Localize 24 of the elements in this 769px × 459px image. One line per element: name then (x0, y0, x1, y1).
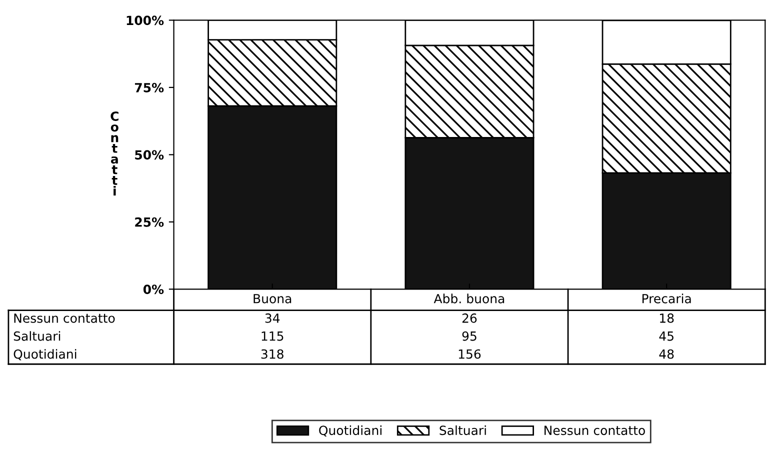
y-tick-label: 0% (143, 284, 164, 294)
y-tick-label: 75% (134, 82, 164, 92)
y-axis-title: Contatti (110, 112, 118, 196)
text: 156 (458, 349, 481, 359)
text: Nessun contatto (14, 314, 115, 323)
legend-label: Saltuari (440, 425, 486, 436)
text: 48 (659, 349, 674, 359)
text: 45 (659, 332, 674, 341)
text: 95 (462, 331, 476, 341)
x-tick-label: Precaria (642, 294, 691, 304)
legend-label: Nessun contatto (544, 426, 645, 436)
text: 26 (462, 313, 477, 323)
x-tick-label: Buona (254, 294, 292, 304)
text: 18 (660, 313, 674, 323)
text: Saltuari (14, 331, 60, 341)
y-tick-label: 50% (135, 150, 164, 160)
x-tick-label: Abb. buona (434, 294, 504, 304)
y-tick-label: 100% (126, 16, 164, 26)
text: Quotidiani (14, 349, 76, 360)
text: 34 (265, 313, 280, 323)
legend-label: Quotidiani (319, 425, 382, 437)
text: 115 (262, 332, 284, 341)
text: 318 (261, 349, 284, 359)
y-tick-label: 25% (135, 217, 164, 227)
